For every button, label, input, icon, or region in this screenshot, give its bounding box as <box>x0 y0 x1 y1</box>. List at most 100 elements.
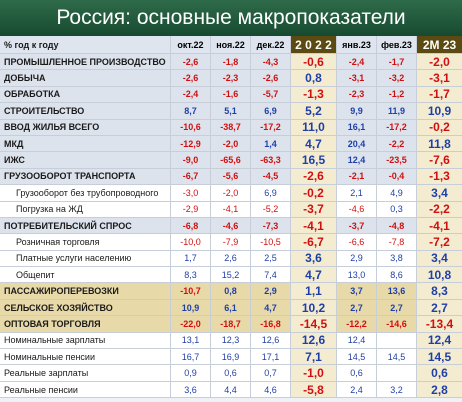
value-cell: 16,7 <box>170 349 210 365</box>
row-label: Номинальные зарплаты <box>4 335 106 346</box>
row-label: Платные услуги населению <box>16 253 132 264</box>
table-row: Погрузка на ЖД -2,9 -4,1 -5,2 -3,7 -4,6 0,3 -2,… <box>0 201 462 218</box>
value-cell: -7,2 <box>416 234 462 250</box>
value-cell: 0,6 <box>210 365 250 381</box>
value-cell: -6,7 <box>170 168 210 185</box>
value-cell: -10,6 <box>170 119 210 135</box>
table-row: ПАССАЖИРОПЕРЕВОЗКИ -10,7 0,8 2,9 1,1 3,7 13,6 8… <box>0 283 462 300</box>
value-cell: 0,9 <box>170 365 210 381</box>
value-cell: -1,7 <box>416 86 462 103</box>
value-cell: 4,9 <box>376 185 416 201</box>
value-cell: 0,8 <box>210 283 250 299</box>
value-cell: 8,7 <box>170 103 210 119</box>
table-row: ВВОД ЖИЛЬЯ ВСЕГО -10,6 -38,7 -17,2 11,0 16,1-… <box>0 119 462 136</box>
value-cell: 3,4 <box>416 185 462 201</box>
value-cell: -4,3 <box>250 54 290 70</box>
value-cell: -0,2 <box>416 119 462 135</box>
table-row: ИЖС -9,0 -65,6 -63,3 16,5 12,4 -23,5 -7,6 <box>0 152 462 169</box>
value-cell: 10,9 <box>416 103 462 119</box>
value-cell <box>376 365 416 381</box>
value-cell: -2,2 <box>376 135 416 152</box>
value-cell: 12,4 <box>336 332 376 349</box>
row-label: ПАССАЖИРОПЕРЕВОЗКИ <box>4 286 119 297</box>
value-cell: 4,6 <box>250 381 290 398</box>
value-cell: -6,8 <box>170 217 210 234</box>
table-row: МКД -12,9 -2,0 1,4 4,7 20,4 -2,2 11,8 <box>0 135 462 153</box>
value-cell: -2,2 <box>416 201 462 217</box>
value-cell: -14,6 <box>376 316 416 332</box>
value-cell: 7,4 <box>250 267 290 283</box>
table-row: СТРОИТЕЛЬСТВО 8,7 5,1 6,9 5,2 9,9 11,9 10,9 <box>0 103 462 120</box>
value-cell: 6,9 <box>250 185 290 201</box>
header-cell: фев.23 <box>376 36 416 53</box>
header-cell: 2 0 2 2 <box>290 36 336 53</box>
value-cell: -4,1 <box>210 201 250 217</box>
value-cell: 12,6 <box>290 332 336 349</box>
row-label: МКД <box>4 138 24 149</box>
row-label: Номинальные пенсии <box>4 351 95 362</box>
table-row: Общепит 8,3 15,2 7,4 4,7 13,0 8,6 10,8 <box>0 267 462 284</box>
value-cell: 5,1 <box>210 103 250 119</box>
value-cell: 2,5 <box>250 250 290 267</box>
table-row: ПОТРЕБИТЕЛЬСКИЙ СПРОС -6,8 -4,6 -7,3 -4,1 -3,… <box>0 217 462 235</box>
value-cell: -1,0 <box>290 365 336 381</box>
value-cell: -38,7 <box>210 119 250 135</box>
table-row: СЕЛЬСКОЕ ХОЗЯЙСТВО 10,9 6,1 4,7 10,2 2,7 2,7 2,… <box>0 299 462 317</box>
value-cell: 2,9 <box>250 283 290 299</box>
value-cell: 10,9 <box>170 299 210 316</box>
value-cell: -13,4 <box>416 316 462 332</box>
value-cell: -7,8 <box>376 234 416 250</box>
value-cell: -4,1 <box>416 217 462 234</box>
value-cell: -2,6 <box>250 70 290 86</box>
value-cell: -5,7 <box>250 86 290 103</box>
value-cell: -2,4 <box>336 54 376 70</box>
value-cell: 14,5 <box>336 349 376 365</box>
value-cell: 2,8 <box>416 381 462 398</box>
header-row: % год к году окт.22 ноя.22 дек.22 2 0 2 2 янв… <box>0 36 462 54</box>
value-cell: 6,9 <box>250 103 290 119</box>
value-cell: 15,2 <box>210 267 250 283</box>
value-cell: -3,1 <box>336 70 376 86</box>
value-cell: 12,4 <box>336 152 376 168</box>
row-label: Общепит <box>16 269 55 280</box>
table-row: ГРУЗООБОРОТ ТРАНСПОРТА -6,7 -5,6 -4,5 -2,6 -2… <box>0 168 462 186</box>
value-cell: -4,1 <box>290 217 336 234</box>
value-cell: 10,8 <box>416 267 462 283</box>
table-row: ОБРАБОТКА -2,4 -1,6 -5,7 -1,3 -2,3 -1,2 -1,7 <box>0 86 462 104</box>
value-cell: -2,3 <box>210 70 250 86</box>
value-cell: 13,1 <box>170 332 210 349</box>
value-cell: 3,2 <box>376 381 416 398</box>
value-cell: 0,7 <box>250 365 290 381</box>
value-cell: 5,2 <box>290 103 336 119</box>
value-cell: 7,1 <box>290 349 336 365</box>
value-cell: -9,0 <box>170 152 210 168</box>
value-cell: -3,1 <box>416 70 462 86</box>
value-cell: -1,2 <box>376 86 416 103</box>
header-cell: 2М 23 <box>416 36 462 53</box>
row-label: Погрузка на ЖД <box>16 204 83 215</box>
value-cell: -18,7 <box>210 316 250 332</box>
value-cell: -3,2 <box>376 70 416 86</box>
table-row: Реальные пенсии 3,6 4,4 4,6 -5,8 2,4 3,2 2,8 <box>0 381 462 399</box>
value-cell: -0,2 <box>290 185 336 201</box>
row-label: ДОБЫЧА <box>4 73 46 84</box>
table-row: Платные услуги населению 1,7 2,6 2,5 3,6 2,9 3… <box>0 250 462 268</box>
value-cell: -3,7 <box>290 201 336 217</box>
table-row: ПРОМЫШЛЕННОЕ ПРОИЗВОДСТВО -2,6 -1,8 -4,3 -0,… <box>0 54 462 71</box>
value-cell: -5,2 <box>250 201 290 217</box>
value-cell: 2,9 <box>336 250 376 267</box>
value-cell: -10,0 <box>170 234 210 250</box>
value-cell: 4,7 <box>250 299 290 316</box>
value-cell: 3,6 <box>170 381 210 398</box>
value-cell: -17,2 <box>376 119 416 135</box>
table-row: Розничная торговля -10,0 -7,9 -10,5 -6,7 -6,6… <box>0 234 462 251</box>
row-label: ИЖС <box>4 155 25 166</box>
table-row: Номинальные зарплаты 13,1 12,3 12,6 12,6 12,4… <box>0 332 462 350</box>
value-cell: -6,7 <box>290 234 336 250</box>
value-cell: -12,2 <box>336 316 376 332</box>
value-cell: 8,6 <box>376 267 416 283</box>
value-cell: -2,0 <box>416 54 462 70</box>
header-cell: ноя.22 <box>210 36 250 53</box>
value-cell: 3,7 <box>336 283 376 299</box>
